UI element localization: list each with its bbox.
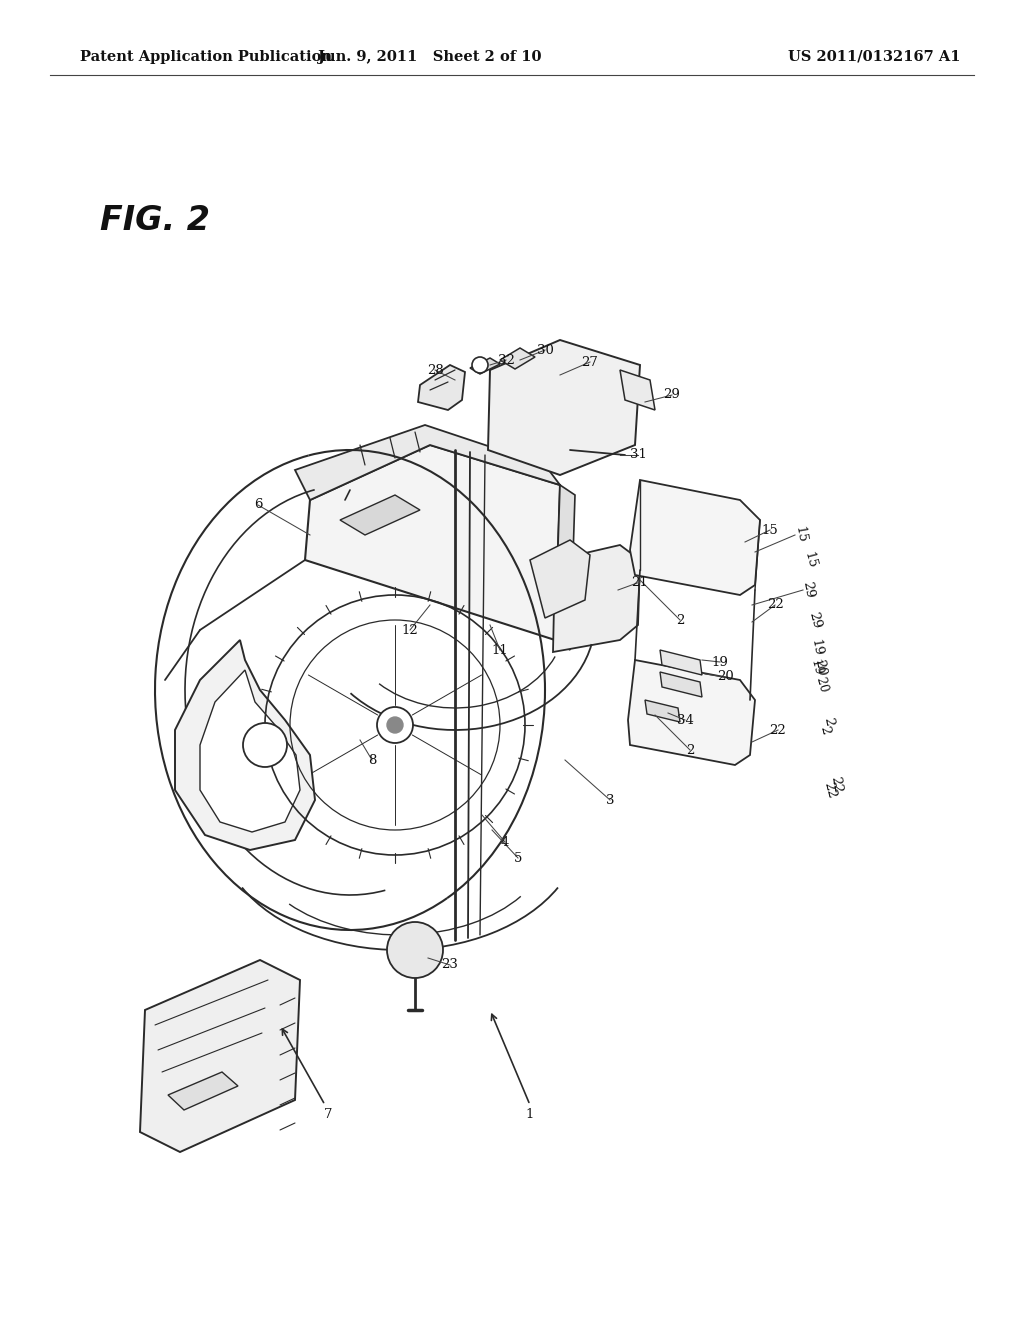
- Polygon shape: [553, 545, 640, 652]
- Polygon shape: [630, 480, 760, 595]
- Circle shape: [387, 717, 403, 733]
- Text: 28: 28: [427, 363, 443, 376]
- Polygon shape: [470, 358, 500, 374]
- Text: FIG. 2: FIG. 2: [100, 203, 210, 236]
- Polygon shape: [488, 341, 640, 475]
- Text: 32: 32: [498, 354, 514, 367]
- Text: 34: 34: [677, 714, 693, 726]
- Text: Patent Application Publication: Patent Application Publication: [80, 50, 332, 63]
- Circle shape: [387, 921, 443, 978]
- Text: 1: 1: [525, 1109, 535, 1122]
- Circle shape: [377, 708, 413, 743]
- Polygon shape: [628, 660, 755, 766]
- Text: 2: 2: [817, 725, 833, 735]
- Polygon shape: [295, 425, 560, 500]
- Text: 4: 4: [501, 836, 509, 849]
- Text: 6: 6: [254, 499, 262, 511]
- Polygon shape: [530, 540, 590, 618]
- Text: 22: 22: [821, 780, 839, 800]
- Text: 11: 11: [492, 644, 508, 656]
- Text: Jun. 9, 2011   Sheet 2 of 10: Jun. 9, 2011 Sheet 2 of 10: [318, 50, 542, 63]
- Text: 19 20: 19 20: [809, 657, 830, 693]
- Polygon shape: [168, 1072, 238, 1110]
- Text: 8: 8: [368, 754, 376, 767]
- Polygon shape: [660, 672, 702, 697]
- Text: 22: 22: [770, 723, 786, 737]
- Circle shape: [472, 356, 488, 374]
- Polygon shape: [555, 484, 575, 649]
- Text: 2: 2: [676, 614, 684, 627]
- Text: 31: 31: [630, 449, 646, 462]
- Polygon shape: [140, 960, 300, 1152]
- Polygon shape: [620, 370, 655, 411]
- Text: 27: 27: [582, 355, 598, 368]
- Text: 2: 2: [686, 743, 694, 756]
- Text: 29: 29: [664, 388, 680, 401]
- Text: 7: 7: [324, 1109, 332, 1122]
- Text: 2: 2: [821, 717, 836, 727]
- Polygon shape: [500, 348, 535, 370]
- Polygon shape: [175, 640, 315, 850]
- Polygon shape: [645, 700, 680, 722]
- Text: 15: 15: [793, 525, 808, 544]
- Text: 20: 20: [812, 659, 827, 677]
- Text: 30: 30: [537, 343, 553, 356]
- Circle shape: [243, 723, 287, 767]
- Polygon shape: [340, 495, 420, 535]
- Text: 12: 12: [401, 623, 419, 636]
- Text: 19: 19: [712, 656, 728, 668]
- Text: 3: 3: [606, 793, 614, 807]
- Polygon shape: [305, 445, 560, 640]
- Polygon shape: [660, 649, 702, 675]
- Polygon shape: [418, 366, 465, 411]
- Text: 21: 21: [632, 576, 648, 589]
- Text: US 2011/0132167 A1: US 2011/0132167 A1: [787, 50, 961, 63]
- Text: 23: 23: [441, 958, 459, 972]
- Text: 15: 15: [762, 524, 778, 536]
- Text: 19: 19: [808, 639, 824, 657]
- Text: 22: 22: [828, 776, 844, 795]
- Text: 29: 29: [800, 581, 816, 599]
- Text: 29: 29: [807, 610, 823, 630]
- Text: 5: 5: [514, 851, 522, 865]
- Text: 15: 15: [802, 550, 818, 570]
- Text: 20: 20: [717, 671, 733, 684]
- Text: 22: 22: [767, 598, 783, 611]
- Polygon shape: [200, 671, 300, 832]
